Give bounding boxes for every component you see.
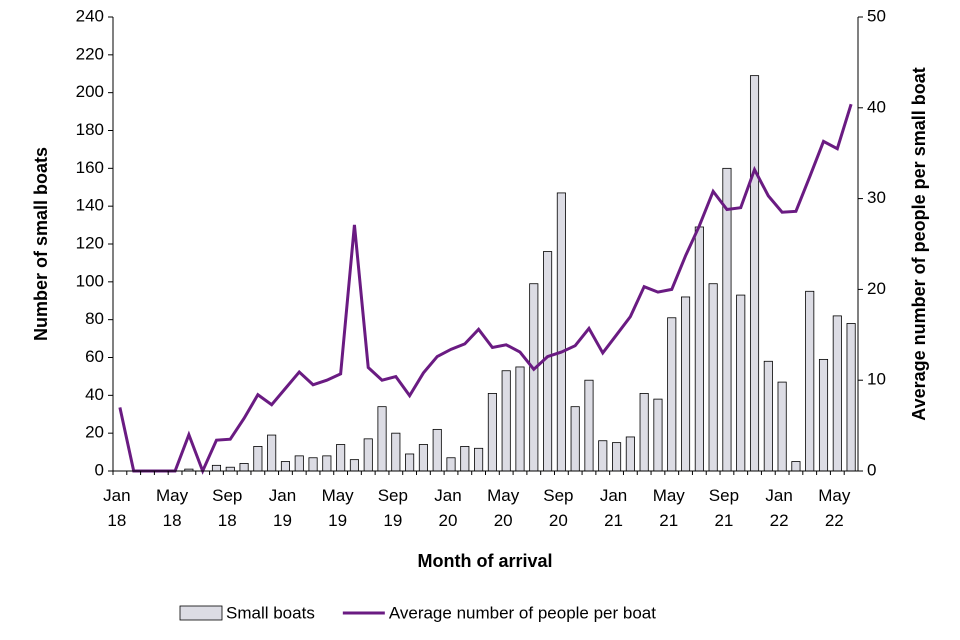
- bar: [556, 192, 566, 472]
- bar: [681, 296, 691, 472]
- legend-label: Small boats: [226, 603, 315, 622]
- bar: [432, 428, 442, 472]
- bar: [612, 442, 622, 472]
- bar: [805, 290, 815, 472]
- x-axis-title: Month of arrival: [417, 551, 552, 571]
- bar: [708, 283, 718, 472]
- y-tick-label: 200: [76, 82, 104, 101]
- y-tick-label: 80: [85, 309, 104, 328]
- legend-label: Average number of people per boat: [389, 603, 656, 622]
- bar: [267, 434, 277, 472]
- y-tick-label: 240: [76, 6, 104, 25]
- y-tick-label: 20: [85, 423, 104, 442]
- bar: [446, 457, 456, 472]
- x-tick-label: Jan 18: [103, 486, 130, 530]
- bar: [818, 358, 829, 472]
- y2-tick-label: 40: [867, 97, 886, 116]
- bar: [777, 381, 787, 472]
- bar: [363, 438, 373, 472]
- y-tick-label: 100: [76, 271, 104, 290]
- bar: [529, 283, 539, 472]
- bar: [460, 446, 470, 472]
- y2-tick-label: 10: [867, 370, 886, 389]
- line: [118, 103, 853, 475]
- bar: [832, 315, 842, 472]
- bar: [515, 366, 525, 472]
- bar: [474, 447, 484, 472]
- bar: [736, 294, 746, 472]
- bar: [625, 436, 635, 472]
- x-tick-label: Sep 20: [543, 486, 573, 530]
- bar: [694, 226, 704, 472]
- x-tick-label: May 19: [322, 486, 355, 530]
- x-tick-label: May 21: [653, 486, 686, 530]
- y-tick-label: 0: [95, 460, 104, 479]
- bar: [391, 432, 401, 472]
- bar: [501, 370, 511, 472]
- bar: [749, 75, 760, 472]
- bar: [598, 440, 608, 472]
- x-tick-label: Jan 19: [269, 486, 296, 530]
- bar: [322, 455, 332, 472]
- bar: [280, 461, 290, 472]
- y2-tick-label: 30: [867, 188, 886, 207]
- y2-tick-label: 50: [867, 6, 886, 25]
- x-tick-label: Sep 21: [709, 486, 739, 530]
- y-tick-label: 160: [76, 158, 104, 177]
- x-tick-label: Sep 18: [212, 486, 242, 530]
- y-axis-title: Number of small boats: [31, 147, 51, 341]
- x-tick-label: May 22: [818, 486, 851, 530]
- bar: [211, 464, 222, 472]
- bar: [377, 406, 387, 472]
- y2-tick-label: 20: [867, 279, 886, 298]
- y2-axis-title: Average number of people per small boat: [909, 67, 929, 420]
- bar: [653, 398, 663, 472]
- bar: [722, 167, 732, 472]
- y-tick-label: 60: [85, 347, 104, 366]
- bar: [667, 317, 677, 472]
- x-tick-label: Jan 22: [765, 486, 792, 530]
- bar: [584, 379, 594, 472]
- y2-tick-label: 0: [867, 460, 876, 479]
- bar: [418, 444, 428, 472]
- x-tick-label: Sep 19: [378, 486, 408, 530]
- x-tick-label: May 20: [487, 486, 520, 530]
- y-tick-label: 40: [85, 385, 104, 404]
- bar: [253, 446, 263, 472]
- bar: [294, 455, 304, 472]
- x-tick-label: Jan 21: [600, 486, 627, 530]
- y-tick-label: 120: [76, 233, 104, 252]
- bar: [336, 444, 346, 472]
- x-tick-label: May 18: [156, 486, 189, 530]
- bar: [846, 323, 856, 472]
- bar: [349, 459, 359, 472]
- y-tick-label: 140: [76, 196, 104, 215]
- bar: [639, 393, 649, 472]
- legend-swatch: [179, 605, 223, 621]
- bar: [791, 461, 801, 472]
- y-tick-label: 180: [76, 120, 104, 139]
- bar: [225, 466, 235, 472]
- bar: [763, 360, 773, 472]
- y-tick-label: 220: [76, 44, 104, 63]
- bar: [239, 463, 249, 472]
- bar: [487, 393, 497, 472]
- x-tick-label: Jan 20: [434, 486, 461, 530]
- bar: [405, 453, 415, 472]
- bar: [308, 457, 318, 472]
- bar: [570, 406, 580, 472]
